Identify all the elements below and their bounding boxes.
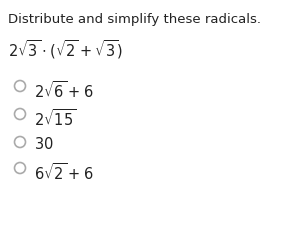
Text: Distribute and simplify these radicals.: Distribute and simplify these radicals. xyxy=(8,13,261,26)
Text: $6\sqrt{2}+6$: $6\sqrt{2}+6$ xyxy=(34,161,94,182)
Text: $2\sqrt{3}\cdot(\sqrt{2}+\sqrt{3})$: $2\sqrt{3}\cdot(\sqrt{2}+\sqrt{3})$ xyxy=(8,38,123,61)
Text: $30$: $30$ xyxy=(34,135,54,151)
Text: $2\sqrt{6}+6$: $2\sqrt{6}+6$ xyxy=(34,80,94,100)
Text: $2\sqrt{15}$: $2\sqrt{15}$ xyxy=(34,108,76,128)
